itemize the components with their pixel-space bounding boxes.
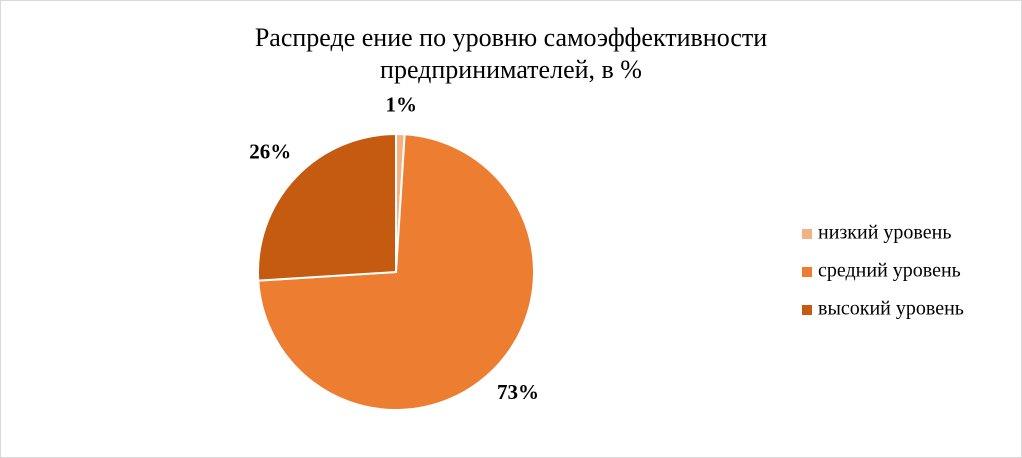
data-label: 1% [385, 92, 417, 116]
legend-label: средний уровень [818, 260, 961, 282]
legend-label: низкий уровень [818, 222, 951, 244]
legend-swatch [802, 305, 812, 315]
data-label: 26% [249, 140, 291, 164]
chart-title: предпринимателей, в % [380, 55, 642, 84]
legend-label: высокий уровень [818, 298, 964, 320]
data-label: 73% [497, 380, 539, 404]
pie-slice [257, 132, 397, 282]
legend-swatch [802, 267, 812, 277]
legend-swatch [802, 229, 812, 239]
chart-title: Распреде ение по уровню самоэффективност… [255, 23, 767, 52]
